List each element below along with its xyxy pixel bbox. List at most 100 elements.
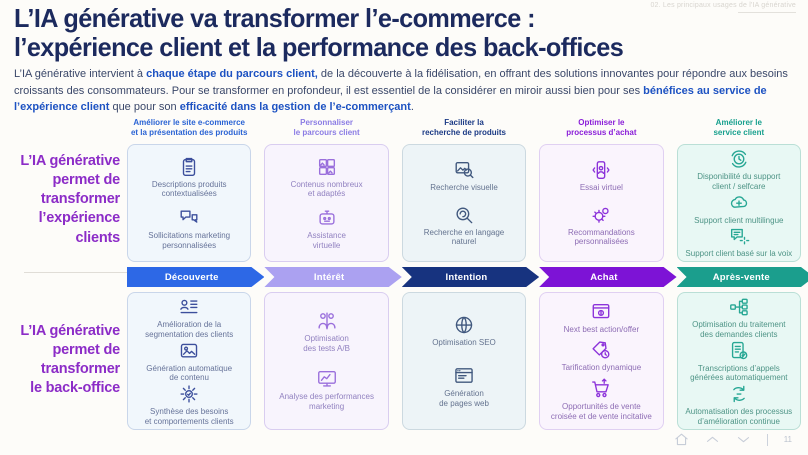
card-item-label: Optimisation du traitement des demandes … (692, 320, 786, 339)
cart-icon (590, 378, 612, 400)
stage-arrow-label: Achat (590, 271, 618, 283)
page-title: L’IA générative va transformer l’e-comme… (14, 3, 624, 63)
intro-text: que pour son (109, 101, 180, 113)
availability-clock-icon (728, 148, 750, 170)
chevron-down-icon[interactable] (736, 432, 751, 447)
card-item-label: Support client basé sur la voix (685, 249, 793, 259)
stage-arrow-intention: Intention (402, 267, 539, 287)
column-interet: Personnaliser le parcours client Contenu… (264, 118, 388, 430)
card-item-label: Amélioration de la segmentation des clie… (145, 320, 234, 339)
intro-highlight: bénéfices au service de l’expérience cli… (14, 84, 767, 114)
dynamic-pricing-icon (590, 339, 612, 361)
card-item: Support client basé sur la voix (685, 225, 792, 259)
card-item-label: Assistance virtuelle (307, 230, 346, 250)
backoffice-card: Next best action/offer Tarification dynam… (539, 292, 664, 430)
timeline-connector-line (24, 272, 128, 273)
synthesis-icon (178, 383, 200, 405)
column-header: Améliorer le service client (713, 118, 765, 137)
segmentation-icon (178, 296, 200, 318)
voice-support-icon (728, 225, 750, 247)
card-item: Sollicitations marketing personnalisées (148, 207, 230, 251)
card-item: Optimisation du traitement des demandes … (692, 296, 785, 340)
journey-columns: Améliorer le site e-commerce et la prése… (127, 118, 801, 430)
stage-arrow-label: Intention (445, 271, 488, 283)
nlp-search-icon (453, 204, 475, 226)
stage-arrow-interet: Intérêt (264, 267, 401, 287)
card-item-label: Recherche visuelle (430, 182, 498, 192)
card-item-label: Génération de pages web (439, 388, 489, 408)
card-item-label: Essai virtuel (579, 182, 623, 192)
card-item: Génération de pages web (439, 365, 489, 409)
card-item: Génération automatique de contenu (146, 340, 232, 384)
robot-icon (316, 207, 338, 229)
backoffice-card: Optimisation SEO Génération de pages web (401, 292, 527, 430)
card-item: Automatisation des processus d’améliorat… (685, 383, 792, 427)
clipboard-icon (178, 156, 200, 178)
card-item-label: Contenus nombreux et adaptés (290, 179, 363, 199)
card-item-label: Opportunités de vente croisée et de vent… (550, 401, 652, 421)
card-item: Optimisation SEO (432, 314, 496, 348)
stage-arrow-apres-vente: Après-vente (677, 267, 808, 287)
ab-test-icon (316, 310, 338, 332)
card-item: Analyse des performances marketing (279, 368, 374, 412)
card-item-label: Synthèse des besoins et comportements cl… (144, 407, 234, 426)
experience-card: Disponibilité du support client / selfca… (676, 144, 801, 262)
header-note-underline (738, 12, 796, 13)
card-item-label: Tarification dynamique (561, 363, 642, 373)
card-item-label: Optimisation des tests A/B (303, 334, 350, 354)
experience-card: Recherche visuelle Recherche en langage n… (401, 144, 527, 262)
card-item: Next best action/offer (564, 301, 639, 335)
card-item: Optimisation des tests A/B (303, 310, 350, 354)
intro-paragraph: L’IA générative intervient à chaque étap… (14, 66, 798, 116)
home-icon[interactable] (674, 432, 689, 447)
experience-card: Descriptions produits contextualisées Sol… (127, 144, 252, 262)
images-grid-icon (316, 156, 338, 178)
backoffice-card: Amélioration de la segmentation des clie… (127, 292, 252, 430)
card-item-label: Recommandations personnalisées (568, 227, 635, 247)
card-item: Essai virtuel (580, 159, 623, 193)
intro-highlight: efficacité dans la gestion de l’e-commer… (179, 101, 411, 113)
card-item-label: Next best action/offer (563, 324, 640, 334)
phone-person-icon (590, 159, 612, 181)
column-header: Optimiser le processus d’achat (566, 118, 637, 137)
multilingual-brain-icon (728, 192, 750, 214)
row-label-backoffice: L’IA générative permet de transformer le… (20, 323, 120, 397)
card-item-label: Support client multilingue (694, 215, 784, 225)
monitor-chart-icon (316, 368, 338, 390)
card-item: Support client multilingue (694, 192, 783, 226)
card-item: Opportunités de vente croisée et de vent… (551, 378, 652, 422)
backoffice-card: Optimisation du traitement des demandes … (676, 292, 801, 430)
process-loop-icon (728, 383, 750, 405)
intro-text: L’IA générative intervient à (14, 68, 147, 80)
card-item: Recommandations personnalisées (568, 204, 635, 248)
column-header: Améliorer le site e-commerce et la prése… (130, 118, 248, 137)
experience-card: Essai virtuel Recommandations personnalis… (539, 144, 664, 262)
column-decouverte: Améliorer le site e-commerce et la prése… (127, 118, 251, 430)
gear-person-icon (590, 204, 612, 226)
routing-icon (728, 296, 750, 318)
card-item: Recherche en langage naturel (424, 204, 504, 248)
card-item: Contenus nombreux et adaptés (291, 156, 363, 200)
intro-highlight: chaque étape du parcours client, (146, 68, 318, 80)
next-best-icon (590, 301, 612, 323)
card-item: Assistance virtuelle (307, 207, 346, 251)
column-apres-vente: Améliorer le service client Disponibilit… (676, 118, 801, 430)
stage-arrow-label: Découverte (164, 271, 219, 283)
chat-bubbles-icon (178, 207, 200, 229)
image-search-icon (453, 159, 475, 181)
card-item: Descriptions produits contextualisées (152, 156, 227, 200)
card-item: Amélioration de la segmentation des clie… (145, 296, 233, 340)
slide-header-note: 02. Les principaux usages de l'IA généra… (650, 2, 796, 9)
card-item-label: Optimisation SEO (432, 337, 496, 347)
card-item: Disponibilité du support client / selfca… (697, 148, 780, 192)
intro-text: de la découverte à la fidélisation, en o… (14, 68, 788, 97)
card-item-label: Génération automatique de contenu (146, 363, 233, 383)
nav-separator (766, 433, 768, 446)
card-item-label: Automatisation des processus d’améliorat… (685, 407, 793, 426)
card-item: Tarification dynamique (561, 339, 642, 373)
column-achat: Optimiser le processus d’achat Essai vir… (539, 118, 663, 430)
stage-arrow-decouverte: Découverte (127, 267, 264, 287)
chevron-up-icon[interactable] (705, 432, 720, 447)
card-item-label: Sollicitations marketing personnalisées (148, 230, 231, 250)
